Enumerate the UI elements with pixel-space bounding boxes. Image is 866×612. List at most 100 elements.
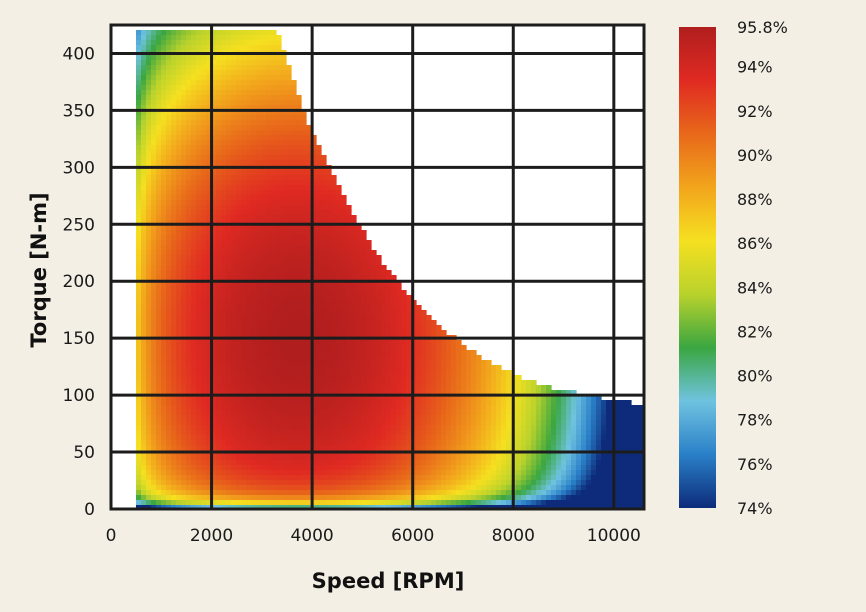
heatmap-cell: [366, 460, 372, 466]
heatmap-cell: [261, 125, 267, 131]
heatmap-cell: [416, 380, 422, 386]
heatmap-cell: [386, 445, 392, 451]
heatmap-cell: [441, 415, 447, 421]
heatmap-cell: [466, 460, 472, 466]
heatmap-cell: [236, 80, 242, 86]
heatmap-cell: [136, 330, 142, 336]
heatmap-cell: [296, 385, 302, 391]
heatmap-cell: [161, 105, 167, 111]
heatmap-cell: [321, 310, 327, 316]
heatmap-cell: [276, 155, 282, 161]
heatmap-cell: [316, 360, 322, 366]
heatmap-cell: [231, 465, 237, 471]
heatmap-cell: [266, 170, 272, 176]
heatmap-cell: [381, 480, 387, 486]
heatmap-cell: [351, 230, 357, 236]
heatmap-cell: [176, 475, 182, 481]
heatmap-cell: [161, 180, 167, 186]
heatmap-cell: [241, 360, 247, 366]
heatmap-cell: [256, 245, 262, 251]
heatmap-cell: [291, 255, 297, 261]
heatmap-cell: [221, 495, 227, 501]
heatmap-cell: [141, 85, 147, 91]
heatmap-cell: [196, 195, 202, 201]
heatmap-cell: [476, 445, 482, 451]
heatmap-cell: [196, 305, 202, 311]
heatmap-cell: [401, 465, 407, 471]
heatmap-cell: [366, 505, 372, 509]
heatmap-cell: [406, 470, 412, 476]
heatmap-cell: [156, 310, 162, 316]
heatmap-cell: [336, 235, 342, 241]
heatmap-cell: [301, 205, 307, 211]
heatmap-cell: [276, 235, 282, 241]
heatmap-cell: [141, 30, 147, 36]
heatmap-cell: [361, 365, 367, 371]
heatmap-cell: [236, 205, 242, 211]
heatmap-cell: [201, 380, 207, 386]
heatmap-cell: [421, 440, 427, 446]
heatmap-cell: [311, 135, 317, 141]
heatmap-cell: [276, 475, 282, 481]
heatmap-cell: [296, 140, 302, 146]
heatmap-cell: [401, 475, 407, 481]
heatmap-cell: [306, 275, 312, 281]
heatmap-cell: [406, 495, 412, 501]
heatmap-cell: [166, 295, 172, 301]
heatmap-cell: [216, 155, 222, 161]
heatmap-cell: [291, 465, 297, 471]
heatmap-cell: [221, 35, 227, 41]
heatmap-cell: [276, 440, 282, 446]
heatmap-cell: [136, 265, 142, 271]
heatmap-cell: [306, 265, 312, 271]
heatmap-cell: [401, 470, 407, 476]
heatmap-cell: [146, 315, 152, 321]
heatmap-cell: [191, 465, 197, 471]
heatmap-cell: [361, 440, 367, 446]
heatmap-cell: [456, 420, 462, 426]
heatmap-cell: [336, 485, 342, 491]
heatmap-cell: [396, 355, 402, 361]
heatmap-cell: [281, 320, 287, 326]
heatmap-cell: [206, 205, 212, 211]
heatmap-cell: [296, 420, 302, 426]
heatmap-cell: [206, 60, 212, 66]
heatmap-cell: [146, 405, 152, 411]
heatmap-cell: [241, 325, 247, 331]
heatmap-cell: [321, 330, 327, 336]
heatmap-cell: [221, 135, 227, 141]
heatmap-cell: [236, 75, 242, 81]
heatmap-cell: [356, 240, 362, 246]
heatmap-cell: [201, 35, 207, 41]
heatmap-cell: [141, 380, 147, 386]
heatmap-cell: [201, 410, 207, 416]
heatmap-cell: [231, 395, 237, 401]
heatmap-cell: [286, 150, 292, 156]
heatmap-cell: [156, 100, 162, 106]
heatmap-cell: [161, 255, 167, 261]
heatmap-cell: [371, 430, 377, 436]
heatmap-cell: [446, 495, 452, 501]
heatmap-cell: [141, 195, 147, 201]
heatmap-cell: [171, 90, 177, 96]
heatmap-cell: [281, 395, 287, 401]
heatmap-cell: [381, 375, 387, 381]
heatmap-cell: [151, 180, 157, 186]
heatmap-cell: [241, 85, 247, 91]
heatmap-cell: [296, 355, 302, 361]
heatmap-cell: [266, 475, 272, 481]
heatmap-cell: [281, 235, 287, 241]
heatmap-cell: [421, 455, 427, 461]
heatmap-cell: [226, 170, 232, 176]
heatmap-cell: [141, 405, 147, 411]
heatmap-cell: [331, 330, 337, 336]
heatmap-cell: [436, 415, 442, 421]
heatmap-cell: [266, 40, 272, 46]
heatmap-cell: [191, 80, 197, 86]
heatmap-cell: [261, 80, 267, 86]
heatmap-cell: [326, 490, 332, 496]
heatmap-cell: [216, 370, 222, 376]
heatmap-cell: [226, 145, 232, 151]
heatmap-cell: [361, 250, 367, 256]
heatmap-cell: [186, 330, 192, 336]
